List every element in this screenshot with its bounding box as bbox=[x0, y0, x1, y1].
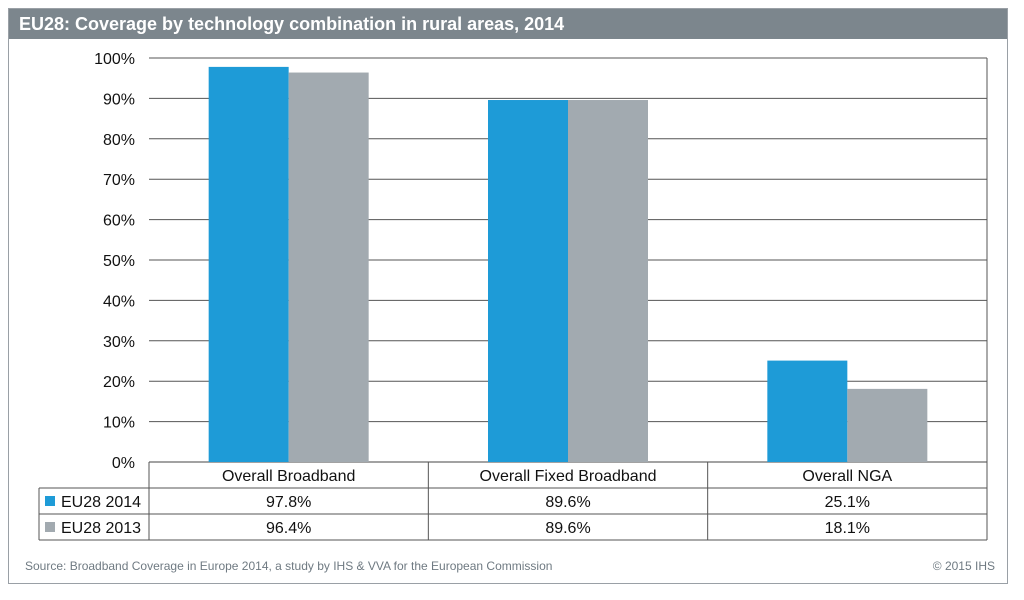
bar-eu28-2013 bbox=[288, 72, 369, 462]
data-value-label: 89.6% bbox=[545, 494, 590, 511]
category-label: Overall Broadband bbox=[222, 468, 355, 485]
chart-frame: EU28: Coverage by technology combination… bbox=[8, 8, 1008, 584]
copyright-note: © 2015 IHS bbox=[932, 559, 995, 573]
y-tick-label: 20% bbox=[103, 374, 135, 391]
source-note: Source: Broadband Coverage in Europe 201… bbox=[25, 559, 553, 573]
legend-label: EU28 2014 bbox=[61, 494, 141, 511]
y-tick-label: 80% bbox=[103, 132, 135, 149]
data-value-label: 89.6% bbox=[545, 520, 590, 537]
legend-label: EU28 2013 bbox=[61, 520, 141, 537]
data-value-label: 18.1% bbox=[825, 520, 870, 537]
y-tick-label: 10% bbox=[103, 415, 135, 432]
y-tick-label: 50% bbox=[103, 253, 135, 270]
y-tick-label: 0% bbox=[112, 455, 135, 472]
y-tick-label: 70% bbox=[103, 172, 135, 189]
y-tick-label: 90% bbox=[103, 91, 135, 108]
y-tick-label: 60% bbox=[103, 213, 135, 230]
bar-eu28-2013 bbox=[568, 100, 648, 463]
category-label: Overall Fixed Broadband bbox=[480, 468, 657, 485]
chart-title: EU28: Coverage by technology combination… bbox=[19, 14, 565, 34]
y-tick-label: 40% bbox=[103, 293, 135, 310]
bar-eu28-2013 bbox=[847, 388, 928, 462]
data-value-label: 96.4% bbox=[266, 520, 311, 537]
chart-area: 0% 10% 20% 30% 40% 50% 60% 70% 80% 90% 100% Overall… bbox=[38, 51, 988, 541]
legend-swatch bbox=[45, 522, 55, 532]
bar-eu28-2014 bbox=[488, 100, 568, 463]
title-bar: EU28: Coverage by technology combination… bbox=[9, 9, 1007, 39]
category-label: Overall NGA bbox=[802, 468, 892, 485]
y-tick-label: 100% bbox=[94, 51, 135, 68]
y-tick-label: 30% bbox=[103, 334, 135, 351]
data-value-label: 97.8% bbox=[266, 494, 311, 511]
legend-swatch bbox=[45, 496, 55, 506]
bar-eu28-2014 bbox=[208, 66, 289, 462]
bar-eu28-2014 bbox=[767, 360, 848, 462]
data-value-label: 25.1% bbox=[825, 494, 870, 511]
